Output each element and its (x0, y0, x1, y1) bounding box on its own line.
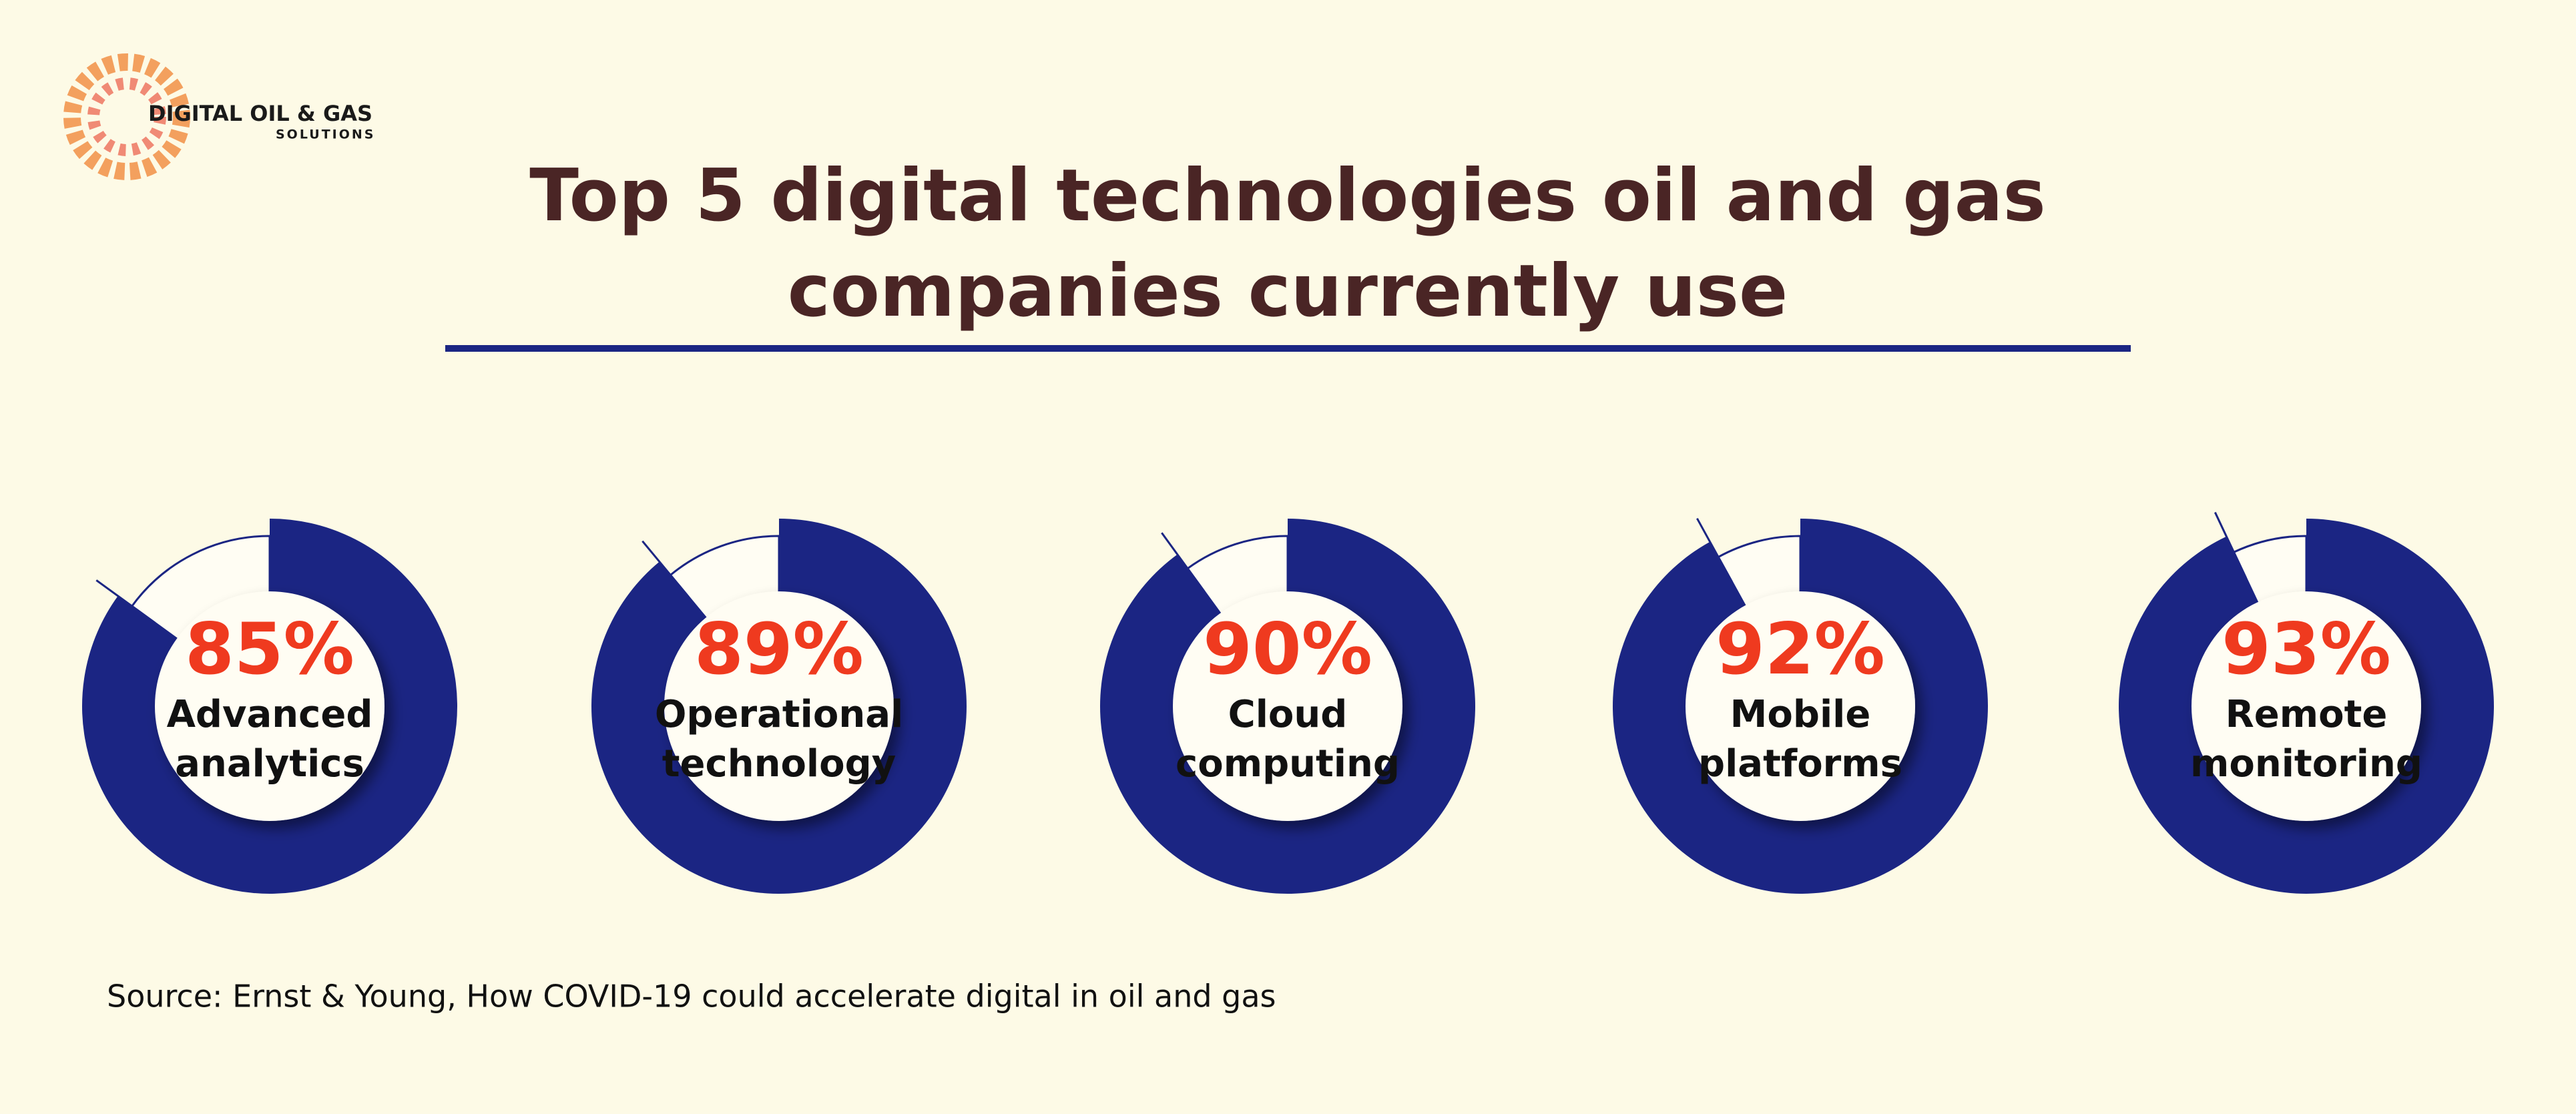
donut: 89%Operational technology (591, 519, 967, 894)
donut-center (155, 591, 384, 821)
category-label: Operational (655, 693, 903, 736)
donut-arc (2118, 519, 2494, 894)
logo-tagline: SOLUTIONS (276, 127, 375, 142)
arc-pointer (95, 579, 156, 624)
donut-arc (1612, 519, 1988, 894)
arc-pointer (2214, 511, 2248, 579)
category-label: platforms (1698, 742, 1902, 786)
category-label: monitoring (2190, 742, 2422, 786)
donut: 90%Cloud computing (1099, 519, 1475, 894)
value-label: 92% (1716, 608, 1885, 690)
arc-pointer (641, 540, 690, 598)
donut-center (664, 591, 894, 821)
category-label: analytics (175, 742, 364, 786)
logo-mark (87, 77, 166, 156)
category-label: Cloud (1228, 693, 1348, 736)
arc-pointer (1161, 532, 1206, 593)
value-label: 90% (1203, 608, 1372, 690)
donut-center (2192, 591, 2421, 821)
logo-name: DIGITAL OIL & GAS (148, 101, 372, 126)
category-label: technology (662, 742, 896, 786)
donut: 85%Advanced analytics (81, 519, 458, 894)
donut-arc (81, 519, 458, 894)
category-label: computing (1176, 742, 1400, 786)
donut: 92%Mobile platforms (1612, 517, 1988, 894)
donut: 93%Remote monitoring (2118, 511, 2494, 894)
arc-pointer (1696, 517, 1734, 583)
category-label: Remote (2226, 693, 2388, 736)
donut-center (1173, 591, 1402, 821)
value-label: 85% (185, 608, 354, 690)
logo: DIGITAL OIL & GAS SOLUTIONS (63, 53, 375, 180)
chart-title: companies currently use (788, 250, 1788, 333)
source-note: Source: Ernst & Young, How COVID-19 coul… (107, 979, 1276, 1015)
title-underline (445, 345, 2131, 352)
logo-mark (63, 53, 190, 180)
donut-arc (591, 519, 967, 894)
category-label: Mobile (1730, 693, 1871, 736)
category-label: Advanced (167, 693, 373, 736)
chart-title: Top 5 digital technologies oil and gas (529, 154, 2045, 238)
value-label: 89% (694, 608, 864, 690)
donut-center (1686, 591, 1915, 821)
value-label: 93% (2222, 608, 2391, 690)
donut-arc (1099, 519, 1475, 894)
